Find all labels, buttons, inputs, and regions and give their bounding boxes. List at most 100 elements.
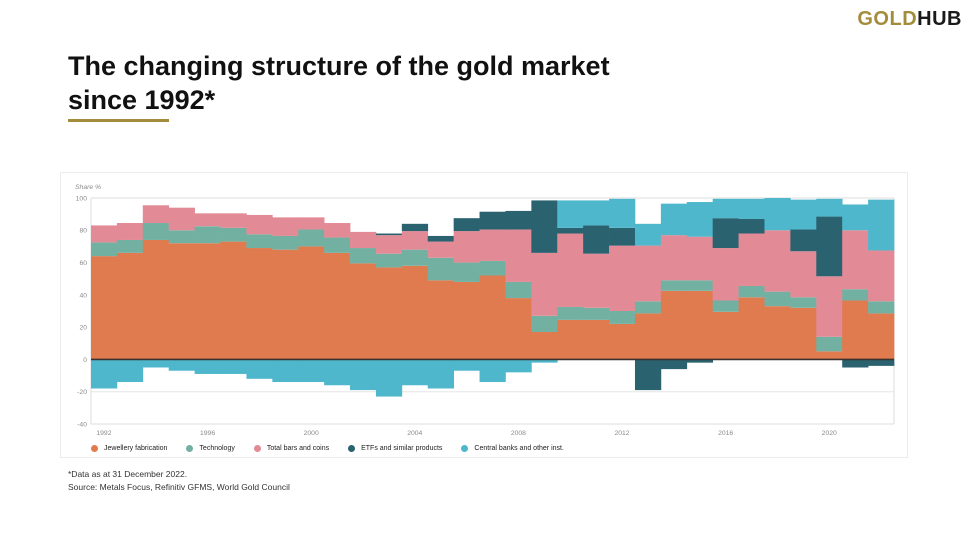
bar-segment: [634, 313, 662, 360]
bar-segment: [609, 311, 636, 324]
bar-segment: [660, 280, 688, 291]
bar-segment: [375, 235, 403, 254]
bar-segment: [634, 301, 662, 314]
bar-segment: [583, 253, 610, 308]
bar-segment: [116, 359, 144, 383]
bar-segment: [427, 257, 454, 281]
x-tick-label: 2020: [822, 430, 837, 437]
x-tick-label: 1992: [96, 430, 111, 437]
logo-hub-text: HUB: [917, 8, 962, 30]
bar-segment: [868, 313, 895, 360]
bar-segment: [168, 230, 195, 244]
x-tick-label: 2016: [718, 430, 733, 437]
bar-segment: [583, 200, 610, 226]
page-title: The changing structure of the gold marke…: [68, 49, 610, 117]
footnote: *Data as at 31 December 2022.: [68, 469, 188, 479]
market-structure-stacked-bar-chart: Share % 100 80 60 40 20 0 -20 -40 1992 1996 2000 200…: [75, 184, 895, 437]
title-underline: [68, 119, 169, 122]
chart-card: Share % 100 80 60 40 20 0 -20 -40 1992 1996 2000 200…: [60, 172, 908, 458]
y-tick-label: 100: [76, 195, 88, 202]
bar-segment: [168, 207, 195, 231]
legend-dot: [186, 445, 194, 452]
bar-segment: [583, 307, 610, 320]
legend-item: ETFs and similar products: [348, 445, 442, 452]
bar-segment: [427, 359, 454, 389]
bar-segment: [557, 306, 584, 320]
bar-segment: [246, 359, 273, 379]
bar-segment: [194, 243, 221, 360]
y-tick-label: 40: [79, 292, 87, 299]
bar-segment: [401, 359, 429, 386]
bar-segment: [609, 198, 636, 228]
bar-segment: [246, 214, 273, 235]
bar-segment: [816, 276, 843, 337]
bar-segment: [842, 300, 869, 360]
bar-segment: [324, 359, 351, 386]
bar-segment: [505, 298, 532, 360]
bar-segment: [686, 202, 714, 237]
bar-segment: [583, 319, 610, 360]
bar-segment: [142, 205, 170, 224]
page-title-line2: since 1992*: [68, 85, 216, 115]
bar-segment: [298, 217, 325, 230]
bar-segment: [479, 275, 506, 360]
bar-segment: [868, 250, 895, 302]
bar-segment: [324, 237, 351, 253]
bar-segment: [427, 241, 454, 258]
bar-segment: [505, 229, 532, 282]
bar-segment: [712, 218, 739, 249]
bar-segment: [272, 217, 299, 236]
y-tick-label: 20: [79, 325, 87, 332]
bar-segment: [375, 267, 403, 360]
y-axis-label: Share %: [75, 184, 101, 191]
footnote-block: *Data as at 31 December 2022. Source: Me…: [68, 468, 290, 494]
bar-segment: [531, 315, 558, 332]
y-tick-label: 0: [83, 357, 87, 364]
bar-segment: [660, 235, 688, 281]
x-tick-label: 2008: [511, 430, 526, 437]
legend-dot: [348, 445, 356, 452]
bar-segment: [764, 306, 791, 360]
bar-segment: [324, 252, 351, 360]
legend-label: Central banks and other inst.: [474, 445, 564, 452]
bar-segment: [220, 359, 247, 374]
bar-segment: [712, 300, 739, 312]
bar-segment: [764, 291, 791, 307]
bar-segment: [116, 252, 144, 360]
bar-segment: [272, 249, 299, 360]
bar-segment: [790, 229, 817, 252]
goldhub-logo: GOLDHUB: [857, 8, 962, 31]
bar-segment: [453, 231, 480, 263]
x-tick-label: 2000: [304, 430, 319, 437]
y-tick-label: -20: [77, 389, 87, 396]
legend-label: Jewellery fabrication: [104, 445, 168, 452]
bar-segment: [712, 311, 739, 360]
bar-segment: [686, 290, 714, 360]
bar-segment: [142, 239, 170, 360]
bar-segment: [220, 241, 247, 360]
bar-segment: [712, 198, 739, 219]
bar-segment: [738, 285, 765, 298]
legend-label: Technology: [199, 445, 235, 452]
bar-segment: [401, 223, 429, 232]
bar-segment: [427, 235, 454, 242]
bar-segment: [194, 226, 221, 244]
bar-segment: [142, 359, 170, 368]
bar-segment: [816, 216, 843, 277]
bar-segment: [427, 280, 454, 360]
bar-segment: [686, 280, 714, 291]
legend-item: Total bars and coins: [253, 445, 329, 452]
legend-dot: [91, 445, 98, 452]
bar-segment: [842, 204, 869, 231]
x-tick-label: 1996: [200, 430, 215, 437]
bar-segment: [531, 331, 558, 360]
bar-segment: [842, 230, 869, 290]
bar-segment: [790, 307, 817, 360]
legend-label: ETFs and similar products: [361, 445, 443, 452]
bar-segment: [738, 233, 765, 286]
legend-dot: [253, 445, 261, 452]
bar-segment: [686, 236, 714, 281]
y-tick-label: 80: [79, 228, 87, 235]
bar-segment: [479, 359, 506, 383]
bar-segment: [790, 251, 817, 298]
